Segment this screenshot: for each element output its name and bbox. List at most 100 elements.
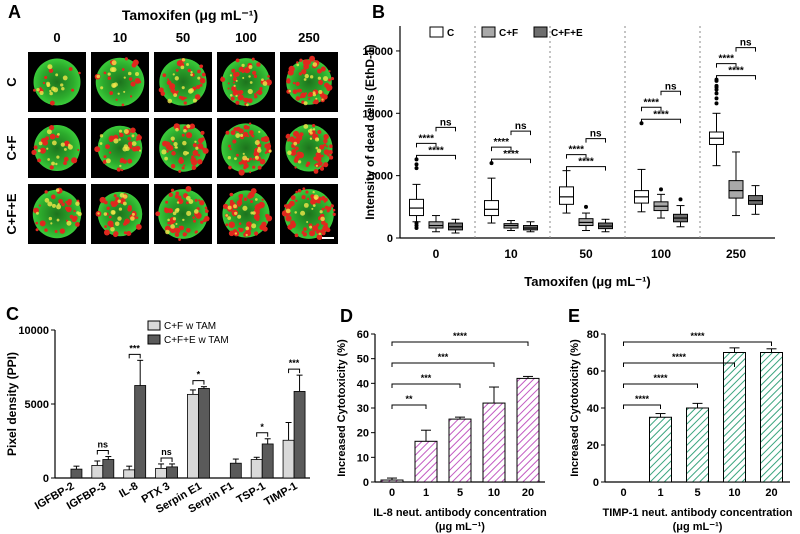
overlap-dot [229, 93, 233, 97]
overlap-dot [56, 155, 60, 159]
overlap-dot [67, 144, 73, 150]
micrograph-cell [28, 118, 86, 178]
outlier-point [714, 101, 719, 106]
significance-bracket [288, 368, 301, 374]
dead-cell-dot [49, 100, 55, 106]
legend-swatch [429, 26, 444, 38]
dead-cell-dot [167, 78, 170, 81]
dead-cell-dot [135, 216, 139, 219]
overlap-dot [315, 146, 319, 150]
micrograph-cell [154, 118, 212, 178]
panel-c-letter: C [6, 304, 19, 324]
significance-label: **** [503, 149, 519, 160]
overlap-dot [183, 128, 187, 133]
overlap-dot [309, 131, 313, 135]
overlap-dot [38, 141, 43, 146]
dead-cell-dot [192, 216, 195, 219]
overlap-dot [242, 76, 245, 79]
overlap-dot [300, 210, 306, 216]
dead-cell-dot [332, 212, 336, 216]
dead-cell-dot [315, 151, 321, 158]
dead-cell-dot [127, 158, 133, 164]
dead-cell-dot [197, 158, 203, 165]
dead-cell-dot [228, 221, 236, 228]
dead-cell-dot [103, 71, 107, 74]
overlap-dot [254, 155, 259, 160]
dead-cell-dot [175, 68, 179, 72]
dead-cell-dot [305, 190, 309, 194]
overlap-dot [233, 84, 236, 88]
micrograph-grid: 0 10 50 100 250 C C+F C+F+E [4, 30, 338, 244]
dead-cell-dot [328, 78, 331, 82]
dead-cell-dot [193, 87, 196, 91]
significance-label: *** [289, 358, 300, 368]
overlap-dot [182, 140, 187, 146]
micrograph-cell [217, 118, 275, 178]
dead-cell-dot [318, 201, 321, 204]
bar [198, 388, 210, 479]
dead-cell-dot [183, 164, 186, 167]
dead-cell-dot [199, 200, 205, 206]
overlap-dot [256, 148, 262, 153]
dead-cell-dot [323, 162, 329, 168]
dead-cell-dot [329, 144, 333, 149]
dead-cell-dot [319, 161, 323, 166]
legend-label: C+F w TAM [164, 321, 216, 332]
x-tick-label: TIMP-1 [262, 480, 299, 508]
legend-swatch [481, 26, 496, 38]
dead-cell-dot [65, 206, 72, 213]
panel-a: A Tamoxifen (μg mL⁻¹) 0 10 50 100 250 C C+F C+F… [4, 2, 338, 244]
dead-cell-dot [59, 228, 66, 234]
overlap-dot [316, 148, 322, 154]
significance-bracket [256, 432, 269, 437]
overlap-dot [175, 222, 178, 225]
dead-cell-dot [124, 57, 129, 61]
significance-label: ns [515, 121, 527, 132]
bar [102, 459, 115, 479]
x-tick-label: 10 [504, 247, 518, 261]
overlap-dot [131, 141, 137, 146]
dead-cell-dot [287, 69, 294, 76]
overlap-dot [114, 221, 120, 227]
overlap-dot [240, 133, 244, 138]
y-tick-label: 20 [587, 440, 599, 452]
y-axis-label: Pixel density (PPI) [5, 352, 19, 456]
y-axis-label: Intensity of dead cells (EthD-1) [363, 44, 377, 219]
dead-cell-dot [220, 77, 226, 83]
dead-cell-dot [321, 165, 324, 168]
dead-cell-dot [199, 83, 203, 87]
significance-label: **** [418, 133, 434, 144]
bar [293, 391, 306, 479]
significance-label: *** [129, 343, 140, 353]
significance-label: * [197, 370, 201, 380]
dead-cell-dot [167, 144, 174, 151]
box-C+F [728, 151, 744, 217]
box-C+F+E [448, 218, 463, 234]
y-tick-label: 0 [593, 477, 599, 489]
dead-cell-dot [201, 72, 206, 77]
legend-swatch [533, 26, 548, 38]
overlap-dot [195, 146, 199, 150]
micrograph-cell [91, 52, 149, 112]
dead-cell-dot [332, 208, 336, 212]
box-iqr [428, 221, 444, 229]
y-axis-label: Increased Cytotoxicity (%) [336, 339, 348, 477]
dead-cell-dot [286, 78, 291, 82]
overlap-dot [127, 71, 132, 76]
dead-cell-dot [135, 224, 142, 230]
dead-cell-dot [158, 87, 164, 93]
overlap-dot [107, 72, 111, 76]
dead-cell-dot [108, 151, 112, 154]
overlap-dot [320, 216, 325, 222]
bar [166, 466, 178, 479]
y-tick-label: 60 [587, 366, 599, 378]
significance-bracket [716, 75, 756, 80]
dead-cell-dot [295, 81, 300, 86]
outlier-point [714, 91, 719, 96]
outlier-point [678, 197, 683, 202]
outlier-point [414, 221, 419, 226]
dead-cell-dot [182, 232, 187, 237]
dead-cell-dot [302, 59, 310, 66]
